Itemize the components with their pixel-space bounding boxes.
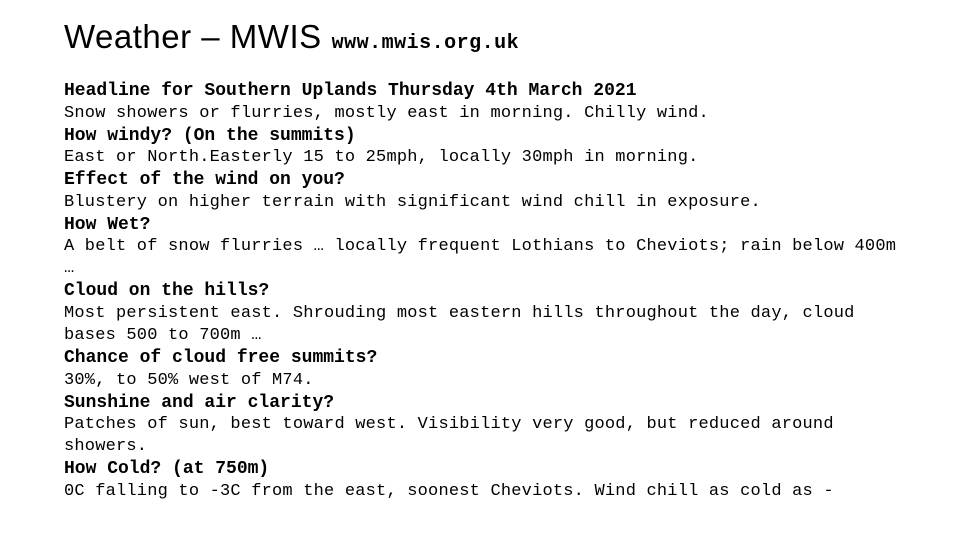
section-heading: Chance of cloud free summits? [64, 347, 900, 370]
section-body: Blustery on higher terrain with signific… [64, 192, 900, 214]
section-body: 30%, to 50% west of M74. [64, 370, 900, 392]
section-heading: How Cold? (at 750m) [64, 458, 900, 481]
section-body: East or North.Easterly 15 to 25mph, loca… [64, 147, 900, 169]
section-heading: Effect of the wind on you? [64, 169, 900, 192]
section-body: Snow showers or flurries, mostly east in… [64, 103, 900, 125]
section-heading: Cloud on the hills? [64, 280, 900, 303]
section-body: Most persistent east. Shrouding most eas… [64, 303, 900, 347]
weather-slide: Weather – MWIS www.mwis.org.uk Headline … [0, 0, 960, 503]
section-body: A belt of snow flurries … locally freque… [64, 236, 900, 280]
section-heading: Headline for Southern Uplands Thursday 4… [64, 80, 900, 103]
title-main: Weather – MWIS [64, 18, 322, 55]
section-body: Patches of sun, best toward west. Visibi… [64, 414, 900, 458]
title-line: Weather – MWIS www.mwis.org.uk [64, 18, 900, 56]
section-heading: How windy? (On the summits) [64, 125, 900, 148]
section-heading: Sunshine and air clarity? [64, 392, 900, 415]
section-heading: How Wet? [64, 214, 900, 237]
title-sub: www.mwis.org.uk [332, 32, 520, 55]
section-body: 0C falling to -3C from the east, soonest… [64, 481, 900, 503]
